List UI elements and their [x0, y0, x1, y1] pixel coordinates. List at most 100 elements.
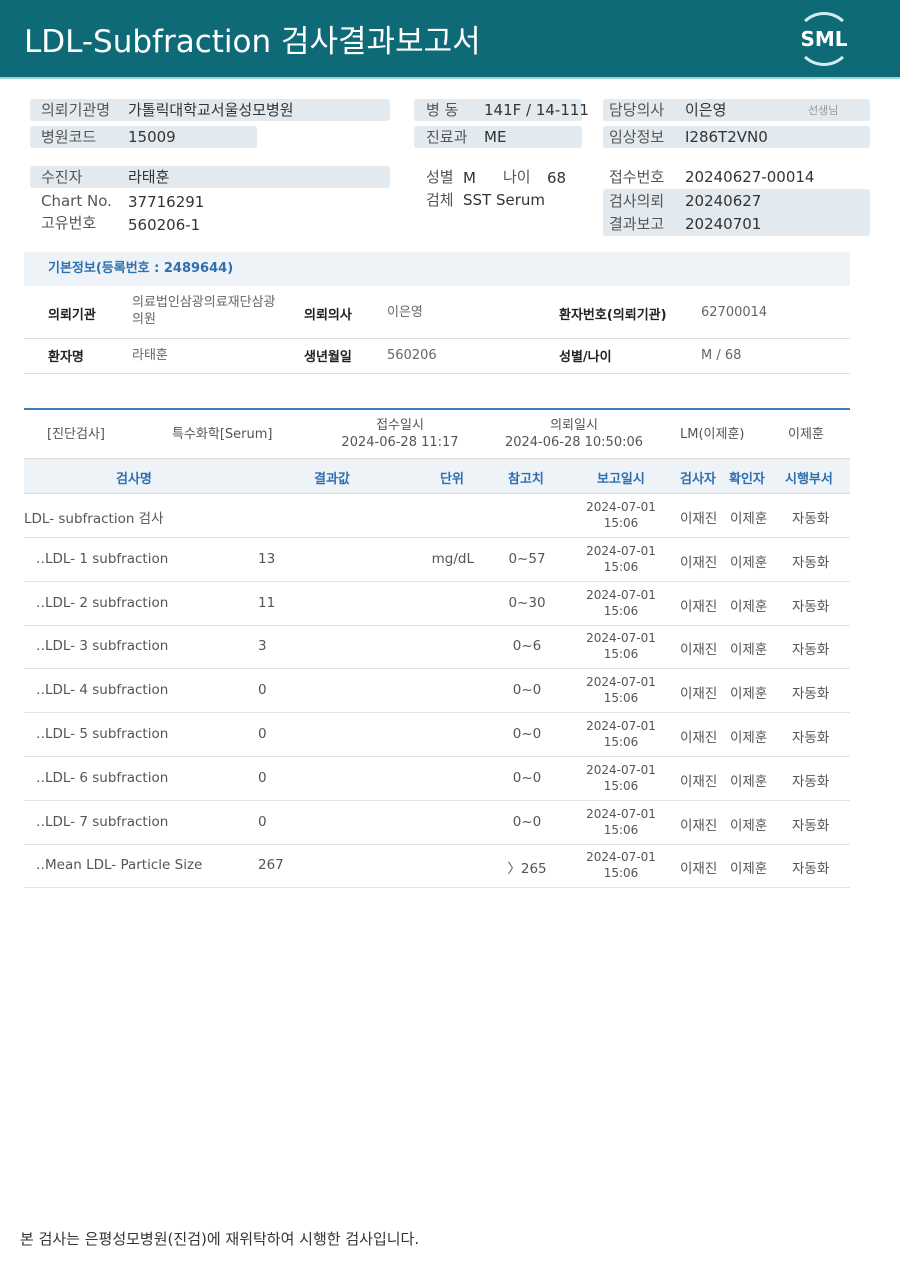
- received-value: 2024-06-28 11:17: [341, 435, 459, 450]
- report-time: 15:06: [603, 866, 639, 881]
- performing-dept: 자동화: [792, 817, 830, 834]
- institution-label: 의뢰기관명: [41, 101, 111, 119]
- request-label: 검사의뢰: [609, 192, 665, 210]
- report-datetime: 2024-07-01 15:06: [576, 543, 666, 575]
- chart-label: Chart No.: [41, 192, 112, 210]
- result-value: 11: [258, 594, 276, 611]
- patient-field: [30, 166, 390, 188]
- basic-doctor-label: 의뢰의사: [304, 308, 352, 323]
- basic-info-row: 의뢰기관 의료법인삼광의료재단삼광의원 의뢰의사 이은영 환자번호(의뢰기관) …: [24, 286, 850, 339]
- basic-patno-value: 62700014: [701, 305, 768, 320]
- test-name: ‥LDL- 5 subfraction: [36, 726, 169, 742]
- performing-dept: 자동화: [792, 554, 830, 571]
- report-time: 15:06: [603, 559, 639, 574]
- divider: [24, 408, 850, 410]
- col-unit: 단위: [440, 472, 464, 487]
- report-datetime: 2024-07-01 15:06: [576, 849, 666, 881]
- result-value: 0: [258, 813, 267, 830]
- order-person: 이제훈: [788, 427, 824, 442]
- doctor-suffix: 선생님: [808, 104, 839, 117]
- test-name: ‥LDL- 7 subfraction: [36, 813, 169, 830]
- order-category: [진단검사]: [47, 427, 105, 442]
- confirmer: 이제훈: [730, 511, 768, 527]
- result-value: 267: [258, 857, 284, 874]
- confirmer: 이제훈: [730, 598, 768, 615]
- receipt-value: 20240627-00014: [685, 168, 815, 186]
- age-label: 나이: [503, 168, 531, 186]
- report-date: 2024-07-01: [586, 806, 656, 821]
- received-block: 접수일시 2024-06-28 11:17: [330, 417, 470, 451]
- basic-info-row: 환자명 라태훈 생년월일 560206 성별/나이 M / 68: [24, 339, 850, 374]
- tester: 이재진: [680, 642, 718, 659]
- requested-label: 의뢰일시: [550, 418, 598, 433]
- reference-range: 〉265: [507, 861, 547, 878]
- reference-range: 0~57: [508, 550, 546, 567]
- basic-name-label: 환자명: [48, 350, 84, 365]
- confirmer: 이제훈: [730, 773, 768, 790]
- report-date: 2024-07-01: [586, 631, 656, 646]
- test-name: LDL- subfraction 검사: [24, 511, 164, 527]
- table-row: ‥LDL- 6 subfraction 0 0~0 2024-07-01 15:06 이재…: [24, 757, 850, 801]
- basic-name-value: 라태훈: [132, 348, 168, 363]
- test-name: ‥LDL- 4 subfraction: [36, 682, 169, 699]
- report-datetime: 2024-07-01 15:06: [576, 762, 666, 794]
- report-time: 15:06: [603, 735, 639, 749]
- table-row: ‥LDL- 4 subfraction 0 0~0 2024-07-01 15:06 이재…: [24, 669, 850, 714]
- performing-dept: 자동화: [792, 686, 830, 703]
- confirmer: 이제훈: [730, 861, 768, 878]
- order-lm: LM(이제훈): [680, 427, 745, 442]
- basic-sexage-label: 성별/나이: [559, 350, 612, 365]
- sex-label: 성별: [426, 168, 454, 186]
- table-row: ‥LDL- 1 subfraction 13 mg/dL 0~57 2024-07-01…: [24, 538, 850, 582]
- sex-value: M: [463, 169, 476, 187]
- institution-field: [30, 99, 390, 121]
- report-datetime: 2024-07-01 15:06: [576, 499, 666, 531]
- result-value: 0: [258, 769, 267, 786]
- confirmer: 이제훈: [730, 817, 768, 834]
- table-row: ‥LDL- 3 subfraction 3 0~6 2024-07-01 15:06 이재…: [24, 625, 850, 670]
- receipt-label: 접수번호: [609, 168, 665, 186]
- col-confirmer: 확인자: [729, 472, 765, 487]
- dept-field: [414, 126, 582, 148]
- request-value: 20240627: [685, 192, 762, 210]
- report-time: 15:06: [603, 516, 639, 530]
- confirmer: 이제훈: [730, 642, 768, 659]
- reference-range: 0~0: [512, 769, 542, 786]
- test-name: ‥Mean LDL- Particle Size: [36, 857, 203, 874]
- hospital-code-label: 병원코드: [41, 128, 97, 146]
- reference-range: 0~30: [508, 594, 546, 611]
- dept-label: 진료과: [426, 128, 468, 146]
- basic-doctor-value: 이은영: [387, 305, 423, 320]
- doctor-value: 이은영: [685, 101, 727, 119]
- report-date: 2024-07-01: [586, 500, 656, 514]
- basic-birth-label: 생년월일: [304, 350, 352, 365]
- result-value: 3: [258, 638, 267, 655]
- basic-info-title: 기본정보(등록번호 : 2489644): [24, 252, 850, 286]
- age-value: 68: [547, 169, 567, 187]
- requested-value: 2024-06-28 10:50:06: [504, 435, 644, 450]
- report-header: LDL-Subfraction 검사결과보고서 SML: [0, 0, 900, 79]
- hospital-code-value: 15009: [128, 128, 176, 146]
- id-label: 고유번호: [41, 214, 97, 232]
- basic-institution-value: 의료법인삼광의료재단삼광의원: [132, 295, 276, 327]
- clinical-field: [603, 126, 870, 148]
- test-name: ‥LDL- 6 subfraction: [36, 769, 169, 786]
- report-date: 2024-07-01: [586, 762, 656, 777]
- confirmer: 이제훈: [730, 686, 768, 703]
- tester: 이재진: [680, 686, 718, 703]
- col-test-name: 검사명: [116, 472, 152, 487]
- specimen-label: 검체: [426, 191, 454, 209]
- sml-logo: SML: [796, 12, 852, 66]
- basic-sexage-value: M / 68: [701, 348, 742, 363]
- table-row: ‥LDL- 7 subfraction 0 0~0 2024-07-01 15:06 이재…: [24, 801, 850, 845]
- table-row: LDL- subfraction 검사 2024-07-01 15:06 이재진 이제훈…: [24, 494, 850, 538]
- tester: 이재진: [680, 861, 718, 878]
- id-value: 560206-1: [128, 216, 201, 234]
- table-row: ‥LDL- 5 subfraction 0 0~0 2024-07-01 15:06 이재…: [24, 713, 850, 757]
- reference-range: 0~0: [512, 682, 542, 699]
- report-datetime: 2024-07-01 15:06: [576, 630, 666, 662]
- confirmer: 이제훈: [730, 730, 768, 746]
- result-value: 0: [258, 682, 267, 699]
- unit: mg/dL: [431, 550, 474, 567]
- performing-dept: 자동화: [792, 861, 830, 878]
